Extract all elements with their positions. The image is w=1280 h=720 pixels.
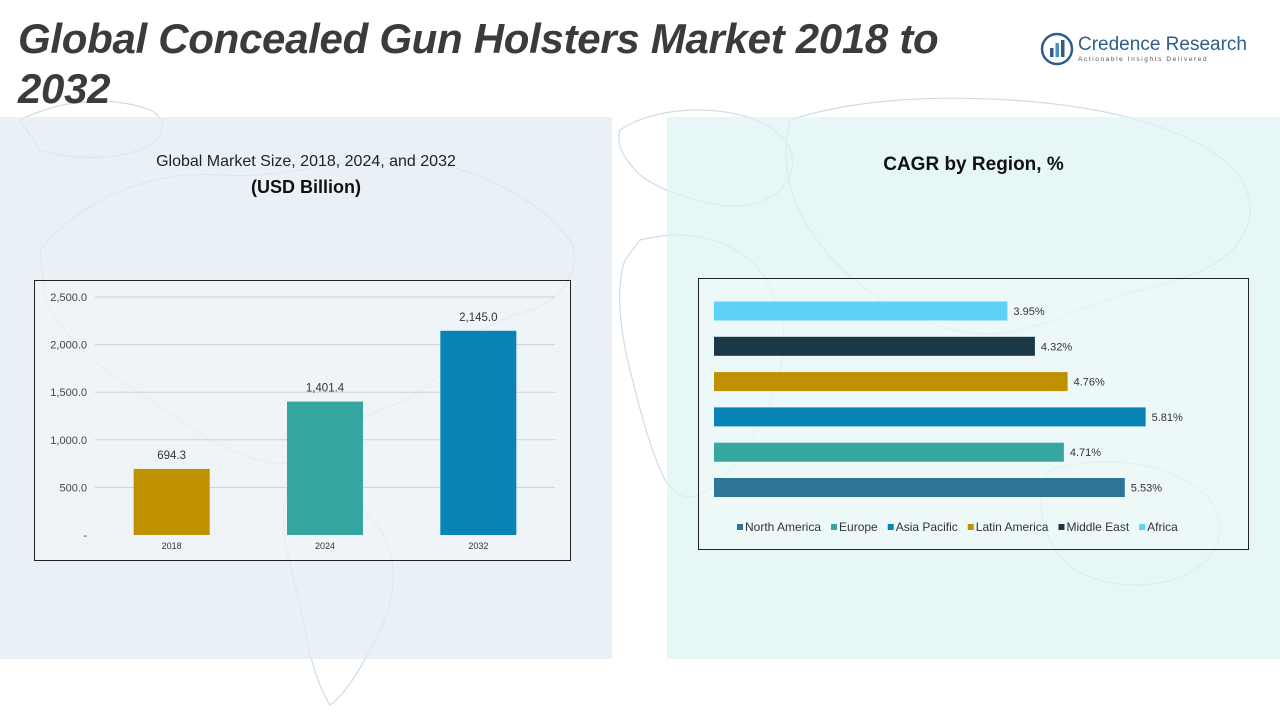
- legend-label: Asia Pacific: [896, 520, 958, 534]
- legend-swatch: [1058, 524, 1065, 530]
- y-tick-label: 1,500.0: [50, 387, 87, 399]
- brand-logo-block: Credence Research Actionable Insights De…: [1040, 30, 1260, 70]
- bar-2024: [287, 401, 363, 535]
- cagr-legend: North America Europe Asia Pacific Latin Ame…: [737, 520, 1178, 534]
- bar-2032: [440, 330, 517, 535]
- hbar-value-label: 5.81%: [1152, 412, 1183, 424]
- hbar-Middle East: [714, 336, 1035, 356]
- hbar-Latin America: [714, 372, 1068, 392]
- hbar-value-label: 4.76%: [1074, 377, 1105, 389]
- cagr-bar-chart: 3.95% 4.32% 4.76% 5.81% 4.71% 5.53% North Amer…: [714, 301, 1183, 534]
- market-size-unit: (USD Billion): [251, 177, 361, 197]
- hbar-value-label: 4.71%: [1070, 447, 1101, 459]
- y-tick-label: 2,500.0: [50, 292, 87, 304]
- bar-value-label: 1,401.4: [306, 383, 345, 395]
- y-tick-label: 1,000.0: [50, 435, 87, 447]
- legend-swatch: [967, 524, 974, 530]
- hbar-Europe: [714, 442, 1064, 462]
- market-size-subtitle: Global Market Size, 2018, 2024, and 2032: [156, 153, 456, 170]
- brand-name: Credence Research: [1078, 34, 1247, 55]
- legend-label: Europe: [839, 520, 878, 534]
- bar-2018: [133, 468, 210, 535]
- hbar-value-label: 4.32%: [1041, 341, 1072, 353]
- legend-swatch: [737, 524, 743, 530]
- brand-logo-icon: [1040, 32, 1074, 66]
- legend-swatch: [887, 524, 894, 530]
- bar-value-label: 2,145.0: [459, 312, 497, 324]
- cagr-title: CAGR by Region, %: [883, 154, 1064, 175]
- legend-swatch: [1139, 524, 1146, 530]
- y-tick-label: 2,000.0: [50, 340, 87, 352]
- x-tick-label: 2024: [315, 541, 335, 551]
- market-size-bar-chart: - 500.0 1,000.0 1,500.0 2,000.0 2,500.0 694.3 2…: [50, 292, 555, 551]
- brand-tagline: Actionable Insights Delivered: [1078, 56, 1209, 63]
- legend-swatch: [831, 524, 838, 530]
- cagr-chart-frame: 3.95% 4.32% 4.76% 5.81% 4.71% 5.53% North Amer…: [698, 278, 1249, 550]
- x-tick-label: 2018: [162, 541, 182, 551]
- legend-label: Middle East: [1066, 520, 1129, 534]
- legend-label: Latin America: [976, 520, 1049, 534]
- bar-value-label: 694.3: [157, 450, 186, 462]
- hbar-North America: [714, 478, 1125, 497]
- hbar-value-label: 3.95%: [1013, 306, 1044, 318]
- page-title: Global Concealed Gun Holsters Market 201…: [18, 15, 939, 112]
- y-tick-label: 500.0: [59, 482, 87, 494]
- market-size-chart-frame: - 500.0 1,000.0 1,500.0 2,000.0 2,500.0 694.3 2…: [34, 280, 571, 561]
- hbar-Asia Pacific: [714, 407, 1146, 427]
- legend-label: North America: [745, 520, 821, 534]
- legend-label: Africa: [1147, 520, 1178, 534]
- hbar-value-label: 5.53%: [1131, 483, 1162, 495]
- hbar-Africa: [714, 301, 1008, 321]
- x-tick-label: 2032: [468, 541, 488, 551]
- y-tick-label: -: [83, 530, 87, 542]
